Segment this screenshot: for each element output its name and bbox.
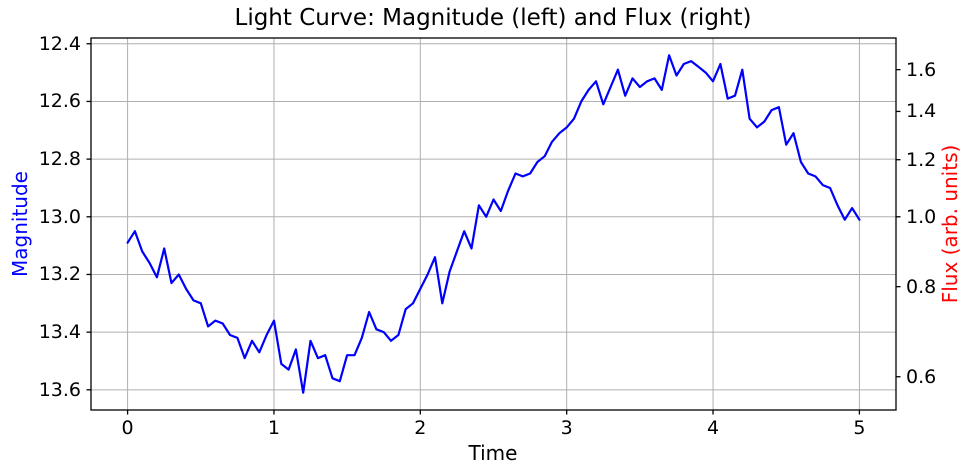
mag-tick-label: 13.4 <box>38 321 81 344</box>
magnitude-curve-line <box>126 54 861 394</box>
mag-tick-label: 12.6 <box>38 90 81 113</box>
mag-tick-label: 12.8 <box>38 148 81 171</box>
chart-title: Light Curve: Magnitude (left) and Flux (… <box>234 5 752 31</box>
x-tick-label: 1 <box>267 417 280 439</box>
mag-tick-label: 12.4 <box>38 32 81 55</box>
time-axis-label: Time <box>468 441 518 465</box>
mag-tick-label: 13.6 <box>38 378 81 401</box>
mag-tick-label: 13.2 <box>38 263 81 286</box>
x-tick-label: 2 <box>414 417 427 439</box>
flux-tick-label: 0.8 <box>906 275 937 298</box>
flux-tick-label: 1.0 <box>906 205 937 228</box>
x-tick-label: 5 <box>853 417 866 439</box>
flux-tick-label: 1.4 <box>906 100 937 123</box>
flux-tick-label: 1.2 <box>906 148 937 171</box>
mag-tick-label: 13.0 <box>38 205 81 228</box>
x-tick-label: 3 <box>560 417 573 439</box>
flux-axis-label: Flux (arb. units) <box>938 144 962 304</box>
flux-tick-label: 1.6 <box>906 58 937 81</box>
plot-border <box>90 37 897 411</box>
flux-tick-label: 0.6 <box>906 365 937 388</box>
x-tick-label: 0 <box>121 417 134 439</box>
magnitude-axis-label: Magnitude <box>8 171 32 277</box>
x-tick-label: 4 <box>706 417 720 439</box>
